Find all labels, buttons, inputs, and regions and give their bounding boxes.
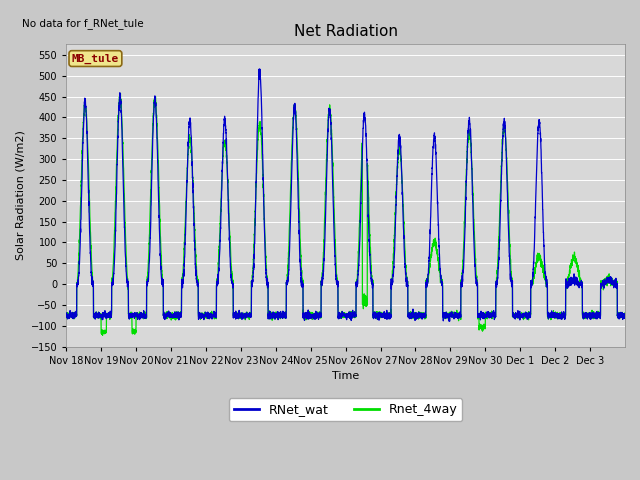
RNet_wat: [256, 66, 264, 72]
RNet_wat: [178, 280, 186, 286]
Rnet_4way: [541, 277, 548, 283]
RNet_wat: [541, 266, 548, 272]
Line: Rnet_4way: Rnet_4way: [66, 93, 625, 335]
Rnet_4way: [62, 312, 70, 317]
Rnet_4way: [99, 332, 106, 338]
RNet_wat: [446, 318, 454, 324]
Rnet_4way: [397, 153, 404, 158]
Rnet_4way: [367, 251, 374, 257]
Rnet_4way: [527, 311, 534, 316]
Rnet_4way: [116, 90, 124, 96]
RNet_wat: [367, 270, 374, 276]
Rnet_4way: [621, 312, 629, 317]
Title: Net Radiation: Net Radiation: [294, 24, 397, 39]
Line: RNet_wat: RNet_wat: [66, 69, 625, 321]
Y-axis label: Solar Radiation (W/m2): Solar Radiation (W/m2): [15, 131, 25, 261]
X-axis label: Time: Time: [332, 372, 359, 381]
Rnet_4way: [499, 129, 507, 135]
RNet_wat: [527, 312, 534, 317]
Rnet_4way: [179, 274, 186, 280]
RNet_wat: [397, 138, 404, 144]
Legend: RNet_wat, Rnet_4way: RNet_wat, Rnet_4way: [228, 398, 463, 421]
RNet_wat: [499, 126, 507, 132]
Text: MB_tule: MB_tule: [72, 53, 119, 64]
RNet_wat: [621, 312, 629, 318]
RNet_wat: [62, 312, 70, 318]
Text: No data for f_RNet_tule: No data for f_RNet_tule: [22, 18, 143, 29]
